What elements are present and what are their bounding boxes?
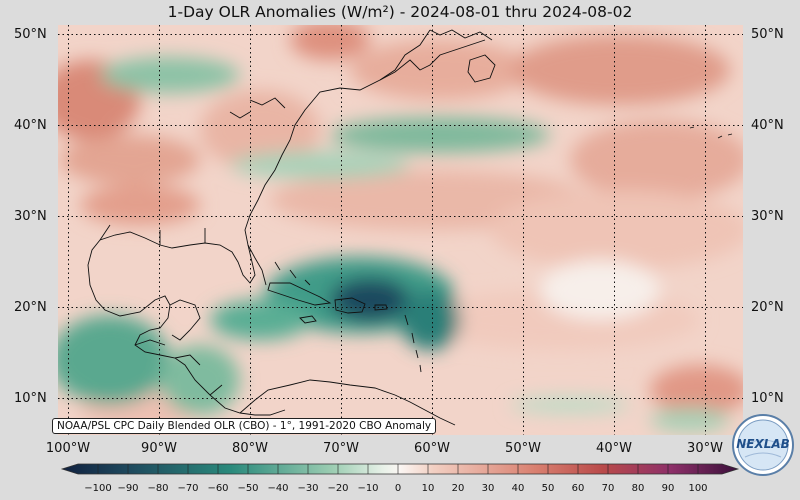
nexlab-logo[interactable]: NEXLAB — [731, 413, 795, 477]
colorbar-label: −40 — [267, 483, 289, 494]
colorbar-label: 60 — [571, 483, 585, 494]
lat-label-50n-right: 50°N — [751, 27, 784, 42]
colorbar-label: 50 — [541, 483, 555, 494]
lon-label-60w: 60°W — [414, 441, 450, 456]
colorbar — [60, 463, 740, 475]
lat-label-40n-right: 40°N — [751, 118, 784, 133]
anomaly-field — [58, 25, 743, 435]
lat-label-50n-left: 50°N — [14, 27, 47, 42]
lon-label-100w: 100°W — [45, 441, 91, 456]
lon-label-80w: 80°W — [232, 441, 268, 456]
source-note: NOAA/PSL CPC Daily Blended OLR (CBO) - 1… — [52, 418, 437, 434]
colorbar-label: 90 — [661, 483, 675, 494]
colorbar-label: −90 — [117, 483, 139, 494]
colorbar-label: −60 — [207, 483, 229, 494]
colorbar-label: 20 — [451, 483, 465, 494]
lon-label-30w: 30°W — [687, 441, 723, 456]
lon-label-50w: 50°W — [505, 441, 541, 456]
colorbar-label: −30 — [297, 483, 319, 494]
colorbar-label: −50 — [237, 483, 259, 494]
lat-label-30n-right: 30°N — [751, 209, 784, 224]
lat-label-10n-left: 10°N — [14, 391, 47, 406]
colorbar-label: −80 — [147, 483, 169, 494]
colorbar-label: −100 — [84, 483, 112, 494]
colorbar-label: −10 — [357, 483, 379, 494]
colorbar-label: 10 — [421, 483, 435, 494]
lon-label-70w: 70°W — [323, 441, 359, 456]
map-title: 1-Day OLR Anomalies (W/m²) - 2024-08-01 … — [167, 3, 633, 21]
lat-label-20n-left: 20°N — [14, 300, 47, 315]
colorbar-label: 0 — [394, 483, 402, 494]
lat-label-20n-right: 20°N — [751, 300, 784, 315]
colorbar-label: −20 — [327, 483, 349, 494]
colorbar-label: −70 — [177, 483, 199, 494]
lon-label-40w: 40°W — [596, 441, 632, 456]
colorbar-label: 40 — [511, 483, 525, 494]
colorbar-label: 70 — [601, 483, 615, 494]
colorbar-label: 80 — [631, 483, 645, 494]
lat-label-30n-left: 30°N — [14, 209, 47, 224]
lon-label-90w: 90°W — [141, 441, 177, 456]
colorbar-label: 30 — [481, 483, 495, 494]
coastlines — [87, 29, 733, 426]
lat-label-40n-left: 40°N — [14, 118, 47, 133]
colorbar-label: 100 — [688, 483, 708, 494]
graticule — [58, 25, 743, 435]
logo-text: NEXLAB — [736, 437, 790, 451]
lat-label-10n-right: 10°N — [751, 391, 784, 406]
